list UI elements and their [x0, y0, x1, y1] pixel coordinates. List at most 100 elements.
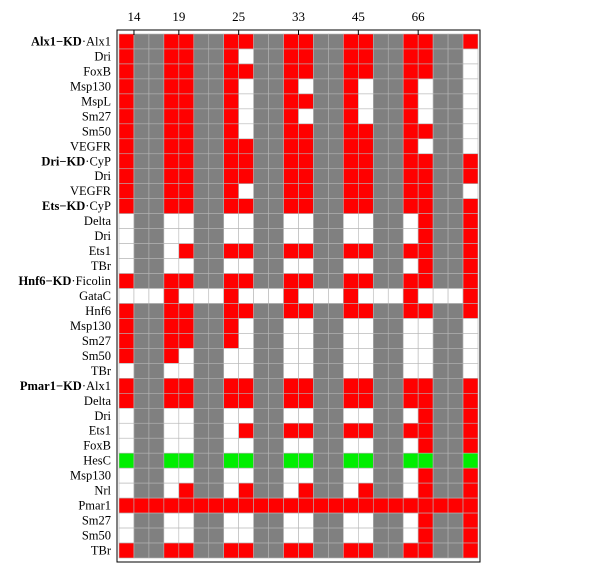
heatmap-cell: [133, 198, 150, 214]
row-label: Dri: [94, 169, 111, 183]
gene-label: Sm50: [82, 529, 111, 543]
heatmap-cell: [163, 213, 180, 229]
heatmap-cell: [268, 467, 284, 484]
heatmap-cell: [328, 542, 344, 559]
heatmap-cell: [387, 153, 404, 170]
heatmap-cell: [283, 482, 299, 499]
gene-label: Delta: [84, 394, 112, 408]
heatmap-cell: [163, 482, 180, 499]
heatmap-cell: [148, 422, 165, 439]
heatmap-cell: [118, 183, 135, 199]
heatmap-cell: [298, 138, 314, 155]
heatmap-cell: [283, 393, 299, 409]
heatmap-cell: [432, 497, 449, 514]
heatmap-cell: [253, 153, 269, 170]
heatmap-cell: [358, 333, 374, 349]
gene-label: GataC: [79, 289, 111, 303]
heatmap-cell: [148, 318, 165, 334]
heatmap-cell: [462, 333, 479, 349]
heatmap-cell: [417, 33, 434, 50]
heatmap-cell: [462, 108, 479, 125]
heatmap-cell: [402, 288, 419, 304]
heatmap-cell: [163, 183, 180, 199]
heatmap-cell: [313, 482, 329, 499]
heatmap-cell: [118, 153, 135, 170]
heatmap-cell: [268, 183, 284, 199]
x-axis-ticks: 14 19 25 33 45 66: [127, 9, 425, 35]
heatmap-cell: [178, 497, 195, 514]
heatmap-cell: [417, 258, 434, 274]
heatmap-cell: [447, 243, 464, 259]
heatmap-cell: [253, 422, 269, 439]
heatmap-cell: [253, 318, 269, 334]
row-label: Sm27: [82, 334, 111, 348]
heatmap-cell: [268, 213, 284, 229]
heatmap-cell: [223, 363, 239, 379]
heatmap-cell: [328, 512, 344, 529]
heatmap-cell: [283, 213, 299, 229]
heatmap-cell: [372, 243, 389, 259]
heatmap-cell: [298, 33, 314, 50]
row-label: Hnf6: [85, 304, 111, 318]
x-tick-label: 66: [412, 9, 426, 24]
heatmap-cell: [328, 482, 344, 499]
heatmap-cell: [372, 228, 389, 244]
heatmap-cell: [328, 258, 344, 274]
heatmap-cell: [283, 153, 299, 170]
heatmap-cell: [387, 422, 404, 439]
heatmap-cell: [223, 422, 239, 439]
heatmap-cell: [238, 33, 254, 50]
heatmap-cell: [358, 482, 374, 499]
heatmap-cell: [238, 452, 254, 469]
heatmap-cell: [328, 407, 344, 424]
heatmap-cell: [328, 333, 344, 349]
heatmap-cell: [432, 437, 449, 454]
heatmap-cell: [432, 407, 449, 424]
heatmap-cell: [178, 318, 195, 334]
heatmap-cell: [417, 527, 434, 544]
heatmap-cell: [208, 497, 225, 514]
heatmap-cell: [447, 393, 464, 409]
heatmap-cell: [118, 138, 135, 155]
heatmap-cell: [432, 452, 449, 469]
gene-label: Msp130: [70, 469, 111, 483]
heatmap-cell: [372, 378, 389, 394]
heatmap-cell: [118, 288, 135, 304]
heatmap-cell: [268, 363, 284, 379]
heatmap-cell: [253, 78, 269, 95]
heatmap-cell: [447, 512, 464, 529]
row-label: Delta: [84, 214, 112, 228]
heatmap-cell: [402, 228, 419, 244]
heatmap-cell: [163, 452, 180, 469]
heatmap-cell: [133, 542, 150, 559]
gene-label: Alx1: [86, 34, 111, 48]
heatmap-cell: [462, 348, 479, 364]
gene-label: Sm27: [82, 334, 111, 348]
heatmap-cell: [268, 452, 284, 469]
heatmap-cell: [163, 153, 180, 170]
heatmap-cell: [358, 497, 374, 514]
heatmap-cell: [447, 78, 464, 95]
heatmap-cell: [417, 437, 434, 454]
heatmap-cell: [417, 108, 434, 125]
heatmap-cell: [372, 183, 389, 199]
heatmap-cell: [402, 542, 419, 559]
heatmap-cell: [372, 318, 389, 334]
heatmap-cell: [268, 512, 284, 529]
heatmap-cell: [402, 63, 419, 80]
heatmap-cell: [313, 258, 329, 274]
heatmap-cell: [387, 333, 404, 349]
heatmap-cell: [253, 393, 269, 409]
heatmap-cell: [328, 393, 344, 409]
heatmap-cell: [253, 348, 269, 364]
heatmap-cell: [387, 138, 404, 155]
heatmap-cell: [358, 183, 374, 199]
heatmap-cell: [238, 273, 254, 289]
heatmap-cell: [387, 437, 404, 454]
heatmap-cell: [402, 138, 419, 155]
heatmap-cell: [298, 542, 314, 559]
heatmap-cell: [148, 168, 165, 185]
heatmap-cell: [462, 482, 479, 499]
heatmap-cell: [387, 213, 404, 229]
heatmap-cell: [402, 363, 419, 379]
